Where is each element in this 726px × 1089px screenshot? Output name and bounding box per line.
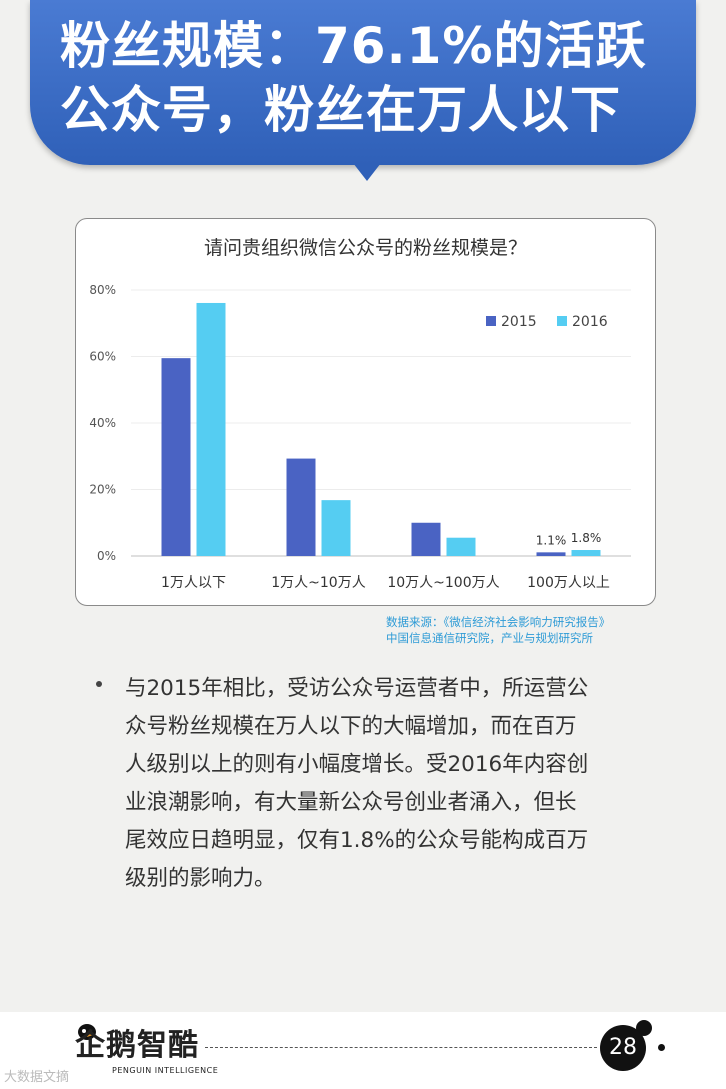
y-tick-label: 0%	[97, 549, 116, 563]
data-source: 数据来源：《微信经济社会影响力研究报告》 中国信息通信研究院，产业与规划研究所	[386, 614, 656, 646]
bar-2015	[286, 458, 316, 556]
paragraph-line: 众号粉丝规模在万人以下的大幅增加，而在百万	[125, 714, 577, 739]
paragraph-line: 级别的影响力。	[125, 866, 276, 891]
brand-logo-subtitle: PENGUIN INTELLIGENCE	[112, 1066, 219, 1075]
y-tick-label: 60%	[89, 350, 116, 364]
penguin-logo-icon	[78, 1024, 96, 1040]
y-tick-label: 20%	[89, 483, 116, 497]
brand-logo-text: 企鹅智酷	[75, 1028, 199, 1063]
data-label: 1.8%	[571, 531, 602, 545]
paragraph-line: 人级别以上的则有小幅度增长。受2016年内容创	[125, 752, 589, 777]
x-tick-label: 1万人以下	[161, 575, 226, 591]
legend-swatch	[557, 316, 567, 326]
banner-pointer	[353, 163, 381, 181]
page-title: 粉丝规模：76.1%的活跃 公众号，粉丝在万人以下	[60, 14, 680, 142]
watermark: 大数据文摘	[4, 1070, 70, 1085]
chart-card: 请问贵组织微信公众号的粉丝规模是？ 0% 20% 40% 60% 80% 1万人以下 1万人…	[75, 218, 656, 606]
page-title-line-2: 公众号，粉丝在万人以下	[60, 81, 621, 139]
source-line-1: 数据来源：《微信经济社会影响力研究报告》	[386, 615, 611, 629]
y-tick-label: 40%	[89, 416, 116, 430]
x-tick-label: 100万人以上	[527, 575, 610, 591]
legend-label: 2016	[572, 314, 608, 330]
chart-title: 请问贵组织微信公众号的粉丝规模是？	[203, 237, 527, 259]
bar-2016	[446, 537, 476, 556]
x-tick-label: 1万人~10万人	[271, 575, 365, 591]
paragraph-line: 与2015年相比，受访公众号运营者中，所运营公	[125, 676, 589, 701]
bar-2016	[321, 500, 351, 556]
bar-2015	[536, 552, 566, 556]
summary-paragraph: 与2015年相比，受访公众号运营者中，所运营公 众号粉丝规模在万人以下的大幅增加，…	[125, 670, 650, 898]
decor-dot-small	[658, 1044, 665, 1051]
source-line-2: 中国信息通信研究院，产业与规划研究所	[386, 631, 593, 645]
header-banner	[30, 0, 696, 165]
bar-2016	[571, 550, 601, 556]
y-tick-label: 80%	[89, 283, 116, 297]
x-tick-label: 10万人~100万人	[387, 575, 499, 591]
page-number: 28	[600, 1025, 646, 1071]
legend-swatch	[486, 316, 496, 326]
paragraph-line: 尾效应日趋明显，仅有1.8%的公众号能构成百万	[125, 828, 589, 853]
footer-divider	[205, 1047, 597, 1048]
bar-2015	[161, 358, 191, 556]
bar-2015	[411, 522, 441, 556]
page-title-line-1: 粉丝规模：76.1%的活跃	[60, 17, 647, 75]
bullet-icon	[96, 681, 102, 687]
bar-chart: 0% 20% 40% 60% 80% 1万人以下 1万人~10万人 10万人~100万人 1.1…	[89, 283, 631, 591]
paragraph-line: 业浪潮影响，有大量新公众号创业者涌入，但长	[125, 790, 577, 815]
bar-2016	[196, 302, 226, 556]
legend-label: 2015	[501, 314, 537, 330]
data-label: 1.1%	[536, 533, 567, 547]
